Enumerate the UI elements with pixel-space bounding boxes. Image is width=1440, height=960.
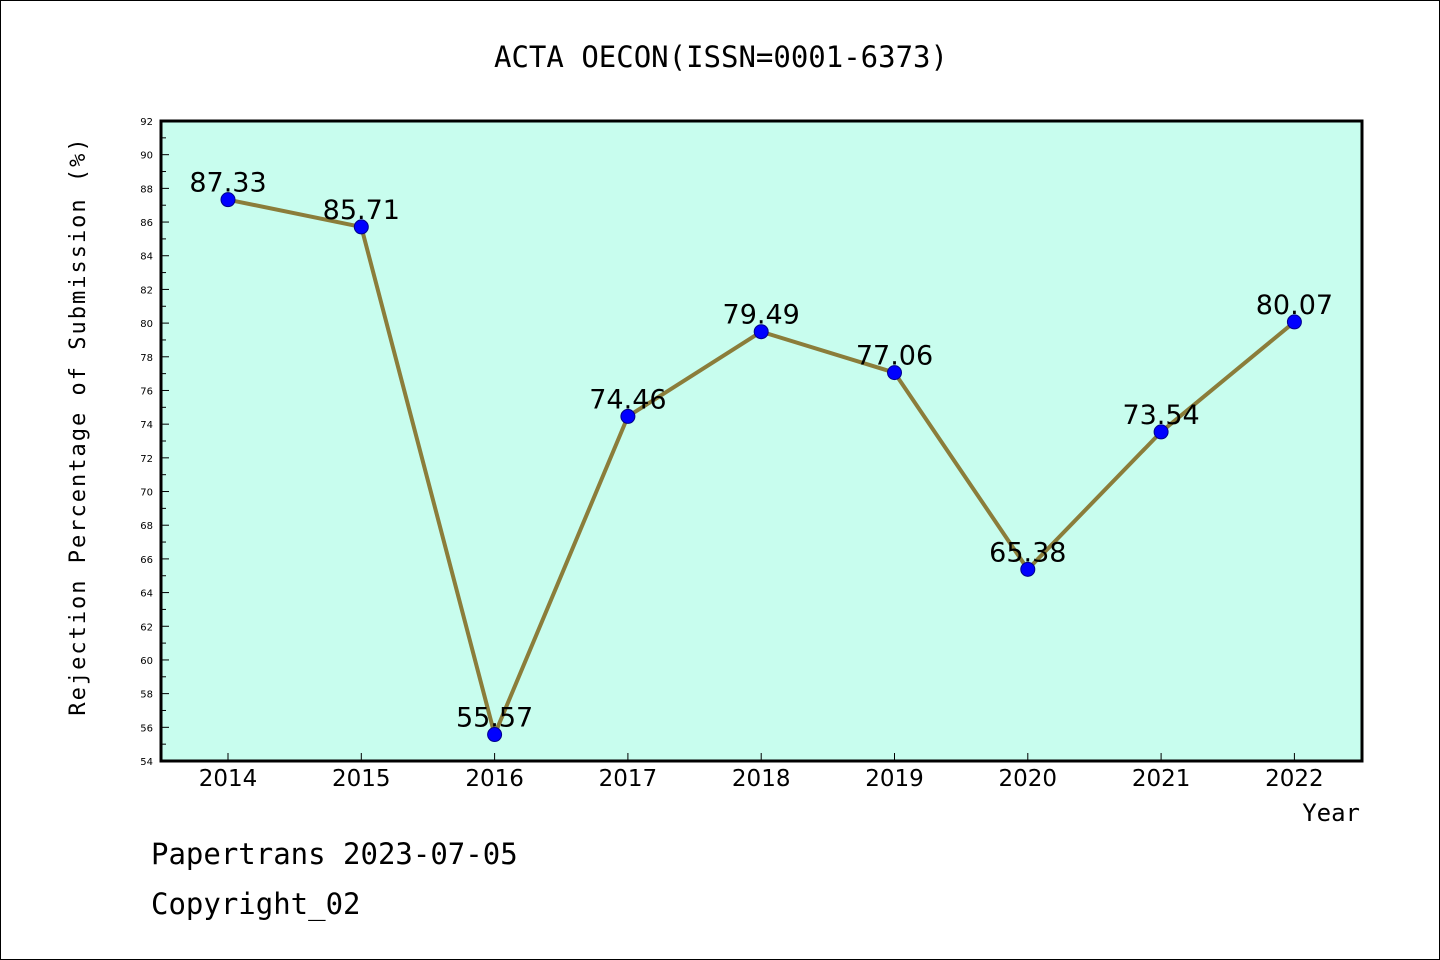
data-point: [220, 192, 236, 208]
x-tick-label: 2015: [332, 766, 391, 792]
y-tick-label: 80: [140, 319, 153, 330]
y-tick-label: 56: [140, 723, 153, 734]
x-axis-label: Year: [1302, 799, 1360, 827]
footer-copyright: Copyright_02: [151, 887, 361, 921]
data-label: 65.38: [989, 537, 1066, 568]
y-tick-label: 88: [140, 184, 153, 195]
data-label: 73.54: [1122, 400, 1199, 431]
data-point: [1020, 561, 1036, 577]
data-label: 77.06: [856, 341, 933, 372]
y-tick-label: 66: [140, 555, 153, 566]
plot-frame: [159, 119, 1364, 763]
x-tick-label: 2018: [732, 766, 791, 792]
x-tick-label: 2016: [465, 766, 524, 792]
y-tick-label: 64: [140, 589, 153, 600]
y-tick-label: 84: [140, 252, 153, 263]
data-point: [353, 219, 369, 235]
data-point: [620, 408, 636, 424]
y-tick-label: 74: [140, 420, 153, 431]
data-point: [487, 727, 503, 743]
data-labels: 87.33 85.71 55.57 74.46 79.49 77.06 65.38 73.54…: [189, 168, 1333, 734]
data-point: [887, 365, 902, 381]
data-label: 85.71: [323, 195, 400, 226]
data-points: [220, 192, 1302, 743]
data-label: 79.49: [723, 300, 800, 331]
y-tick-label: 72: [140, 454, 153, 465]
footer-publisher-date: Papertrans 2023-07-05: [151, 837, 518, 871]
data-label: 80.07: [1256, 290, 1333, 321]
data-label: 55.57: [456, 703, 533, 734]
y-tick-label: 82: [140, 285, 153, 296]
y-tick-label: 78: [140, 353, 153, 364]
data-point: [1153, 424, 1169, 440]
chart-title: ACTA OECON(ISSN=0001-6373): [494, 40, 948, 74]
y-axis-label: Rejection Percentage of Submission (%): [66, 136, 91, 715]
y-tick-label: 60: [140, 656, 153, 667]
y-tick-label: 54: [140, 757, 153, 768]
data-label: 87.33: [189, 168, 266, 199]
y-tick-label: 90: [140, 151, 153, 162]
x-tick-label: 2020: [999, 766, 1058, 792]
data-point: [1286, 314, 1302, 330]
x-tick-label: 2014: [199, 766, 258, 792]
x-axis: 2014 2015 2016 2017 2018 2019 2020 2021 2022: [199, 753, 1324, 792]
x-tick-label: 2017: [599, 766, 658, 792]
y-tick-label: 92: [140, 117, 153, 128]
x-tick-label: 2022: [1265, 766, 1324, 792]
y-tick-label: 86: [140, 218, 153, 229]
y-axis: 54 56 58 60 62 64 66 68 70 72 74 76 78 80 82 84 86 88 90 92: [140, 117, 169, 768]
data-point: [753, 324, 769, 340]
y-tick-label: 58: [140, 690, 153, 701]
data-label: 74.46: [589, 384, 666, 415]
y-tick-label: 62: [140, 622, 153, 633]
y-tick-label: 76: [140, 386, 153, 397]
y-tick-label: 70: [140, 488, 153, 499]
x-tick-label: 2019: [865, 766, 924, 792]
y-tick-label: 68: [140, 521, 153, 532]
x-tick-label: 2021: [1132, 766, 1191, 792]
